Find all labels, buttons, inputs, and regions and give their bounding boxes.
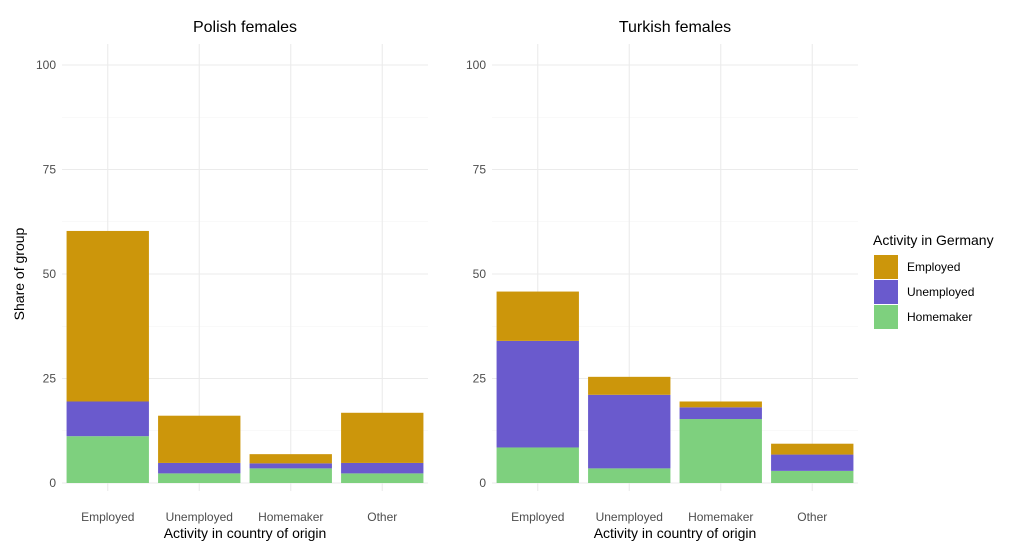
bar-segment-unemployed: [771, 454, 854, 471]
bar-segment-homemaker: [496, 447, 579, 483]
bar-segment-homemaker: [158, 473, 241, 483]
bar-segment-unemployed: [679, 407, 762, 420]
x-tick-label: Unemployed: [166, 510, 233, 524]
x-axis-label: Activity in country of origin: [594, 525, 757, 541]
y-axis-label: Share of group: [11, 227, 27, 320]
bar-segment-homemaker: [679, 419, 762, 483]
x-tick-label: Homemaker: [258, 510, 323, 524]
legend-title: Activity in Germany: [873, 232, 994, 248]
bar-segment-homemaker: [249, 468, 332, 483]
y-tick-label: 50: [43, 267, 57, 281]
x-tick-label: Unemployed: [596, 510, 663, 524]
bar-segment-employed: [679, 401, 762, 408]
bar-segment-employed: [249, 454, 332, 464]
x-tick-label: Employed: [81, 510, 134, 524]
legend-swatch: [874, 280, 898, 304]
y-tick-label: 25: [43, 372, 57, 386]
legend-label: Employed: [907, 260, 960, 274]
bar-segment-employed: [158, 415, 241, 463]
bar-segment-employed: [588, 376, 671, 395]
y-tick-label: 0: [479, 476, 486, 490]
y-tick-label: 50: [473, 267, 487, 281]
bar-segment-unemployed: [341, 462, 424, 474]
y-tick-label: 100: [36, 58, 56, 72]
y-tick-label: 75: [473, 163, 487, 177]
legend-label: Homemaker: [907, 310, 972, 324]
legend-item-unemployed: Unemployed: [874, 280, 974, 304]
panels-layer: 0 25 50 75 100 Employed Unemployed Homemaker Oth…: [36, 19, 858, 541]
x-tick-label: Other: [797, 510, 827, 524]
bar-segment-homemaker: [588, 468, 671, 483]
x-axis-label: Activity in country of origin: [164, 525, 327, 541]
y-tick-label: 100: [466, 58, 486, 72]
bar-segment-homemaker: [341, 473, 424, 483]
legend-items: Employed Unemployed Homemaker: [874, 255, 974, 329]
panel-title: Turkish females: [619, 19, 731, 36]
y-tick-label: 75: [43, 163, 57, 177]
legend-item-homemaker: Homemaker: [874, 305, 972, 329]
bar-segment-employed: [66, 230, 149, 402]
bar-segment-unemployed: [588, 394, 671, 469]
bar-segment-unemployed: [496, 340, 579, 448]
bar-segment-employed: [341, 412, 424, 463]
bar-segment-unemployed: [249, 463, 332, 469]
bar-segment-employed: [496, 291, 579, 341]
y-tick-label: 0: [49, 476, 56, 490]
bar-segment-unemployed: [158, 462, 241, 474]
x-tick-label: Employed: [511, 510, 564, 524]
legend-swatch: [874, 305, 898, 329]
legend-label: Unemployed: [907, 285, 974, 299]
y-tick-label: 25: [473, 372, 487, 386]
x-tick-label: Other: [367, 510, 397, 524]
bar-segment-unemployed: [66, 401, 149, 437]
legend: Activity in Germany Employed Unemployed Ho…: [873, 232, 994, 329]
bar-segment-homemaker: [771, 470, 854, 483]
panel-title: Polish females: [193, 19, 297, 36]
panel-1: 0 25 50 75 100 Employed Unemployed Homemaker Oth…: [36, 19, 428, 541]
legend-item-employed: Employed: [874, 255, 960, 279]
x-tick-label: Homemaker: [688, 510, 753, 524]
legend-swatch: [874, 255, 898, 279]
panel-2: 0 25 50 75 100 Employed Unemployed Homemaker Oth…: [466, 19, 858, 541]
bar-segment-homemaker: [66, 436, 149, 483]
bar-segment-employed: [771, 443, 854, 455]
